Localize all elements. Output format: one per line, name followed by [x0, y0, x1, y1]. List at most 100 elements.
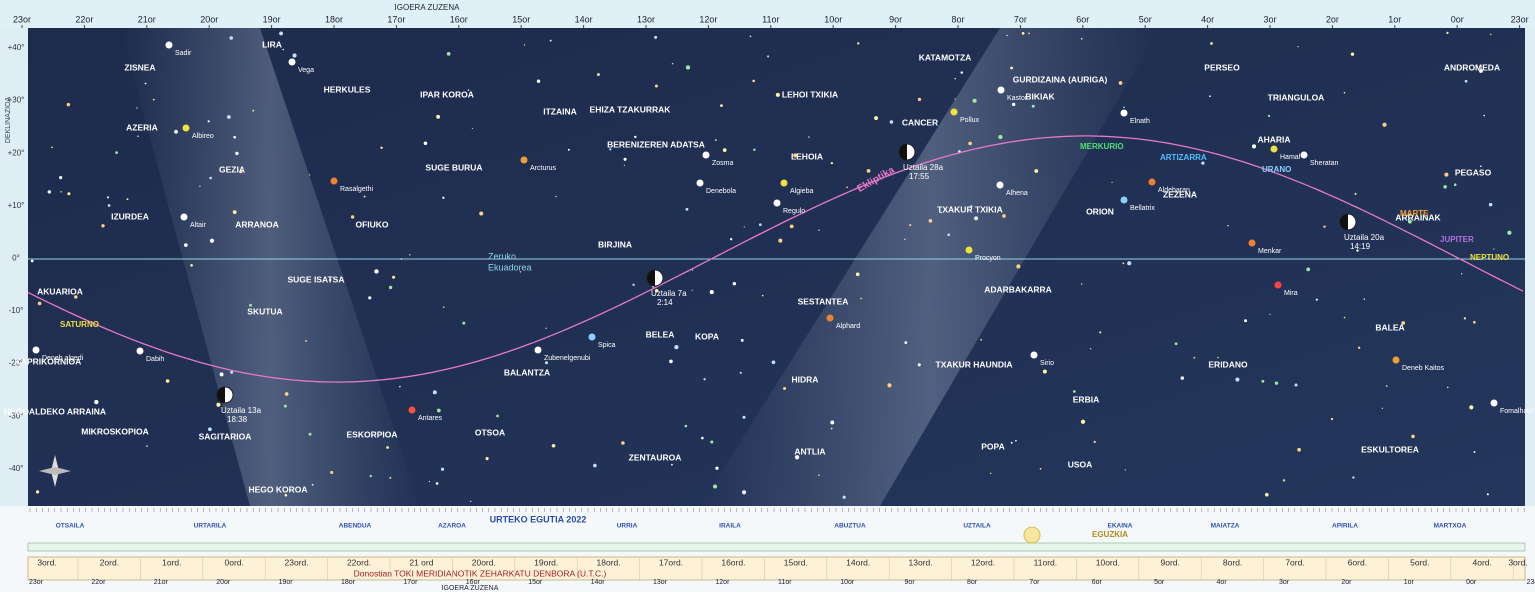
background-star	[890, 120, 893, 123]
constellation-label: TXAKUR HAUNDIA	[936, 359, 1013, 369]
background-star	[1295, 383, 1298, 386]
background-star	[1244, 319, 1247, 322]
planet-label: SATURNO	[60, 320, 99, 329]
ra-label-bottom: 8or	[967, 579, 978, 586]
background-star	[1490, 34, 1492, 36]
background-star	[145, 83, 147, 85]
constellation-label: LEHOIA	[791, 151, 823, 161]
star-marker	[1393, 357, 1400, 364]
background-star	[772, 360, 776, 364]
background-star	[1269, 314, 1270, 315]
dec-label: 0°	[12, 254, 20, 263]
star-label: Vega	[298, 67, 314, 74]
background-star	[759, 223, 762, 226]
star-marker	[1121, 197, 1128, 204]
constellation-label: EHIZA TZAKURRAK	[590, 104, 672, 114]
background-star	[1265, 493, 1269, 497]
background-star	[961, 71, 963, 73]
background-star	[762, 295, 764, 297]
month-label: UZTAILA	[963, 523, 991, 530]
background-star	[1043, 369, 1047, 373]
dec-label: +10°	[8, 201, 25, 210]
background-star	[1493, 248, 1494, 249]
background-star	[330, 471, 333, 474]
planet-label: NEPTUNO	[1470, 253, 1509, 262]
hour-label: 11ord.	[1034, 557, 1057, 567]
background-star	[1447, 387, 1449, 389]
background-star	[874, 116, 878, 120]
background-star	[433, 390, 437, 394]
star-marker	[997, 182, 1004, 189]
star-label: Spica	[598, 342, 616, 349]
hour-label: 5ord.	[1410, 557, 1429, 567]
background-star	[108, 204, 111, 207]
background-star	[1028, 32, 1030, 34]
background-star	[593, 464, 597, 468]
constellation-label: OTSOA	[475, 427, 505, 437]
constellation-label: ZISNEA	[124, 62, 155, 72]
ra-label-bottom: 19or	[279, 579, 294, 586]
ra-label: 13or	[637, 14, 655, 24]
background-star	[973, 99, 977, 103]
constellation-label: AHARIA	[1257, 134, 1290, 144]
background-star	[954, 98, 955, 99]
background-star	[437, 409, 441, 413]
background-star	[190, 264, 193, 267]
background-star	[550, 40, 552, 42]
background-star	[730, 238, 732, 240]
background-star	[443, 306, 445, 308]
star-label: Zubenelgenubi	[544, 355, 591, 362]
constellation-label: IPAR KOROA	[420, 89, 474, 99]
background-star	[166, 379, 170, 383]
background-star	[552, 444, 556, 448]
constellation-label: ANTLIA	[794, 446, 825, 456]
constellation-label: SUGE ISATSA	[288, 274, 345, 284]
hour-label: 14ord.	[846, 557, 870, 567]
background-star	[496, 415, 499, 418]
star-marker	[181, 214, 188, 221]
constellation-label: ORION	[1086, 206, 1114, 216]
background-star	[386, 446, 389, 449]
month-label: URTARILA	[194, 523, 227, 530]
hour-label: 13ord.	[909, 557, 933, 567]
constellation-label: BELEA	[646, 329, 675, 339]
background-star	[767, 55, 769, 57]
background-star	[1355, 193, 1357, 195]
background-star	[285, 494, 288, 497]
ra-label: 1or	[1388, 14, 1401, 24]
star-marker	[774, 200, 781, 207]
constellation-label: ANDROMEDA	[1444, 62, 1500, 72]
star-label: Rasalgethi	[340, 186, 374, 193]
month-label: APIRILA	[1332, 523, 1358, 530]
sun-icon	[1024, 527, 1040, 543]
ra-label: 14or	[575, 14, 593, 24]
star-marker	[1275, 282, 1282, 289]
background-star	[1034, 169, 1038, 173]
constellation-label: ERIDANO	[1208, 359, 1248, 369]
background-star	[1474, 451, 1476, 453]
background-star	[1446, 32, 1448, 34]
constellation-label: GURDIZAINA (AURIGA)	[1013, 74, 1108, 84]
ra-label-bottom: 11or	[778, 579, 792, 586]
background-star	[818, 229, 820, 231]
background-star	[743, 416, 746, 419]
background-star	[857, 42, 859, 44]
constellation-label: PEGASO	[1455, 167, 1492, 177]
background-star	[184, 243, 188, 247]
constellation-label: BIRJINA	[598, 239, 632, 249]
background-star	[753, 149, 755, 151]
date-bar	[28, 543, 1525, 551]
background-star	[752, 80, 755, 83]
background-star	[1193, 357, 1195, 359]
background-star	[1351, 52, 1354, 55]
ra-label-bottom: 6or	[1092, 579, 1103, 586]
background-star	[1227, 225, 1228, 226]
dec-label: +20°	[8, 148, 25, 157]
background-star	[1465, 80, 1468, 83]
background-star	[209, 177, 212, 180]
hour-label: 19ord.	[534, 557, 558, 567]
background-star	[741, 339, 744, 342]
planet-label: MARTE	[1400, 209, 1429, 218]
hour-label: 6ord.	[1348, 557, 1367, 567]
ra-label: 19or	[263, 14, 281, 24]
